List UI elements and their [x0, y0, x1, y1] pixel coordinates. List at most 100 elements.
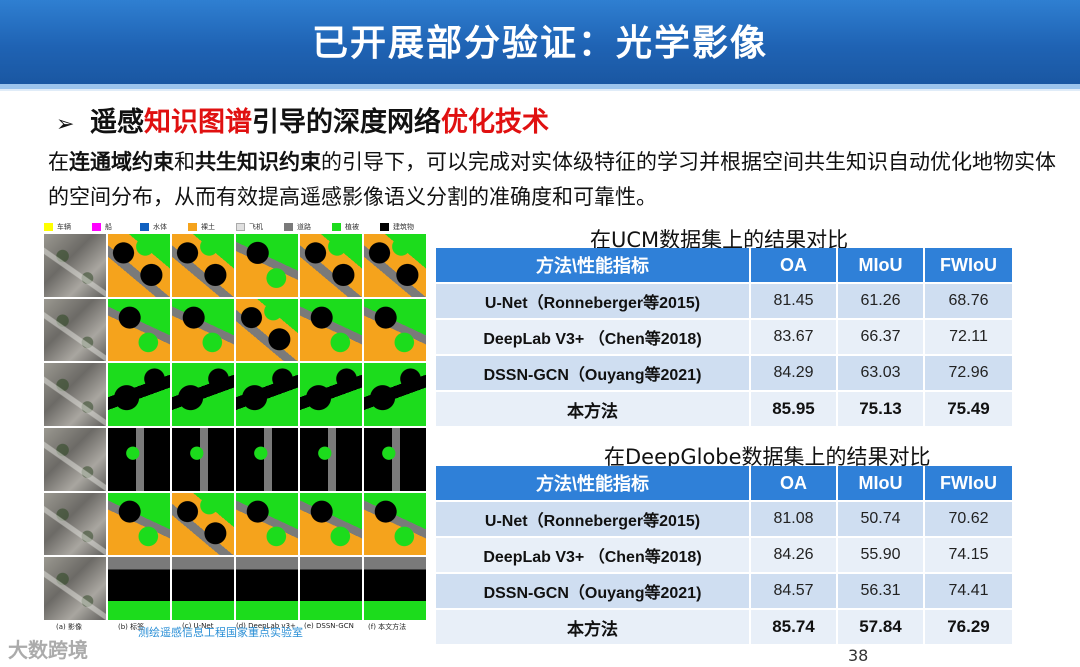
- label-map: [108, 298, 170, 362]
- legend-swatch: [284, 223, 293, 231]
- legend-item: 建筑物: [380, 222, 414, 232]
- method-cell: DSSN-GCN（Ouyang等2021): [436, 572, 751, 608]
- value-cell: 84.29: [751, 354, 838, 390]
- para-bold-2: 共生知识约束: [195, 150, 321, 174]
- dssn-result: [300, 234, 362, 297]
- heading-highlight-2: 优化技术: [441, 107, 549, 138]
- dssn-result: [300, 428, 362, 491]
- legend-swatch: [44, 223, 53, 231]
- value-cell: 63.03: [838, 354, 925, 390]
- description-paragraph: 在连通域约束和共生知识约束的引导下，可以完成对实体级特征的学习并根据空间共生知识…: [48, 145, 1058, 215]
- value-cell: 68.76: [925, 282, 1012, 318]
- heading-text-2: 引导的深度网络: [252, 107, 441, 138]
- ours-result: [364, 492, 426, 556]
- method-cell: DSSN-GCN（Ouyang等2021): [436, 354, 751, 390]
- unet-result: [172, 492, 234, 556]
- heading-text-1: 遥感: [90, 107, 144, 138]
- grid-caption: (c) U-Net: [182, 622, 214, 630]
- legend-item: 船: [92, 222, 112, 232]
- aerial-image: [44, 234, 106, 297]
- method-cell: 本方法: [436, 390, 751, 426]
- table-row: DeepLab V3+ （Chen等2018) 83.67 66.37 72.1…: [436, 318, 1012, 354]
- bullet-arrow-icon: ➢: [56, 112, 75, 137]
- dssn-result: [300, 298, 362, 362]
- value-cell: 81.45: [751, 282, 838, 318]
- label-map: [108, 234, 170, 297]
- grid-caption: (b) 标签: [118, 623, 145, 631]
- page-number: 38: [848, 646, 869, 665]
- ours-result: [364, 557, 426, 620]
- value-cell: 81.08: [751, 500, 838, 536]
- value-cell: 84.26: [751, 536, 838, 572]
- dssn-result: [300, 557, 362, 620]
- method-cell: DeepLab V3+ （Chen等2018): [436, 536, 751, 572]
- method-cell: U-Net（Ronneberger等2015): [436, 500, 751, 536]
- dssn-result: [300, 363, 362, 426]
- legend-swatch: [380, 223, 389, 231]
- table-row: DSSN-GCN（Ouyang等2021) 84.57 56.31 74.41: [436, 572, 1012, 608]
- table-row: U-Net（Ronneberger等2015) 81.45 61.26 68.7…: [436, 282, 1012, 318]
- dssn-result: [300, 492, 362, 556]
- value-cell: 83.67: [751, 318, 838, 354]
- legend-item: 道路: [284, 222, 311, 232]
- value-cell: 85.74: [751, 608, 838, 644]
- value-cell: 55.90: [838, 536, 925, 572]
- legend-item: 裸土: [188, 222, 215, 232]
- para-text-1: 在: [48, 150, 69, 174]
- para-text-3: 的引导下，可以完成对实体级特征的学习并根据空间共生知识自动优化地物实体的空间分布…: [48, 150, 1056, 209]
- aerial-image: [44, 363, 106, 426]
- para-text-2: 和: [174, 150, 195, 174]
- table-header-row: 方法\性能指标 OA MIoU FWIoU: [436, 466, 1012, 500]
- value-cell: 75.49: [925, 390, 1012, 426]
- legend-swatch: [332, 223, 341, 231]
- deeplab-result: [236, 298, 298, 362]
- method-cell: DeepLab V3+ （Chen等2018): [436, 318, 751, 354]
- value-cell: 56.31: [838, 572, 925, 608]
- aerial-image: [44, 557, 106, 620]
- legend-item: 车辆: [44, 222, 71, 232]
- method-cell: 本方法: [436, 608, 751, 644]
- legend-swatch: [92, 223, 101, 231]
- value-cell: 75.13: [838, 390, 925, 426]
- grid-caption: (e) DSSN-GCN: [304, 622, 354, 630]
- table-row: U-Net（Ronneberger等2015) 81.08 50.74 70.6…: [436, 500, 1012, 536]
- label-map: [108, 428, 170, 491]
- grid-caption: (d) DeepLab v3+: [236, 622, 296, 630]
- column-header: 方法\性能指标: [436, 466, 751, 500]
- deeplab-result: [236, 363, 298, 426]
- ours-result: [364, 298, 426, 362]
- value-cell: 74.15: [925, 536, 1012, 572]
- value-cell: 70.62: [925, 500, 1012, 536]
- table-caption-deepglobe: 在DeepGlobe数据集上的结果对比: [604, 445, 931, 469]
- para-bold-1: 连通域约束: [69, 150, 174, 174]
- ours-result: [364, 363, 426, 426]
- value-cell: 61.26: [838, 282, 925, 318]
- value-cell: 72.11: [925, 318, 1012, 354]
- deeplab-result: [236, 428, 298, 491]
- value-cell: 66.37: [838, 318, 925, 354]
- deeplab-result: [236, 557, 298, 620]
- value-cell: 57.84: [838, 608, 925, 644]
- ucm-results-table: 方法\性能指标 OA MIoU FWIoU U-Net（Ronneberger等…: [436, 248, 1012, 426]
- section-heading: ➢ 遥感知识图谱引导的深度网络优化技术: [56, 100, 549, 139]
- column-header: OA: [751, 248, 838, 282]
- heading-highlight-1: 知识图谱: [144, 107, 252, 138]
- deeplab-result: [236, 234, 298, 297]
- unet-result: [172, 428, 234, 491]
- aerial-image: [44, 298, 106, 362]
- label-map: [108, 492, 170, 556]
- ours-result: [364, 428, 426, 491]
- aerial-image: [44, 428, 106, 491]
- table-row-best: 本方法 85.95 75.13 75.49: [436, 390, 1012, 426]
- legend-swatch: [188, 223, 197, 231]
- page-title: 已开展部分验证：光学影像: [311, 23, 768, 64]
- table-row: DSSN-GCN（Ouyang等2021) 84.29 63.03 72.96: [436, 354, 1012, 390]
- column-header: MIoU: [838, 466, 925, 500]
- value-cell: 84.57: [751, 572, 838, 608]
- lab-name-caption: 测绘遥感信息工程国家重点实验室: [138, 626, 303, 639]
- value-cell: 76.29: [925, 608, 1012, 644]
- column-header: FWIoU: [925, 248, 1012, 282]
- banner-divider-light: [0, 89, 1080, 91]
- grid-caption: (f) 本文方法: [368, 623, 407, 631]
- value-cell: 50.74: [838, 500, 925, 536]
